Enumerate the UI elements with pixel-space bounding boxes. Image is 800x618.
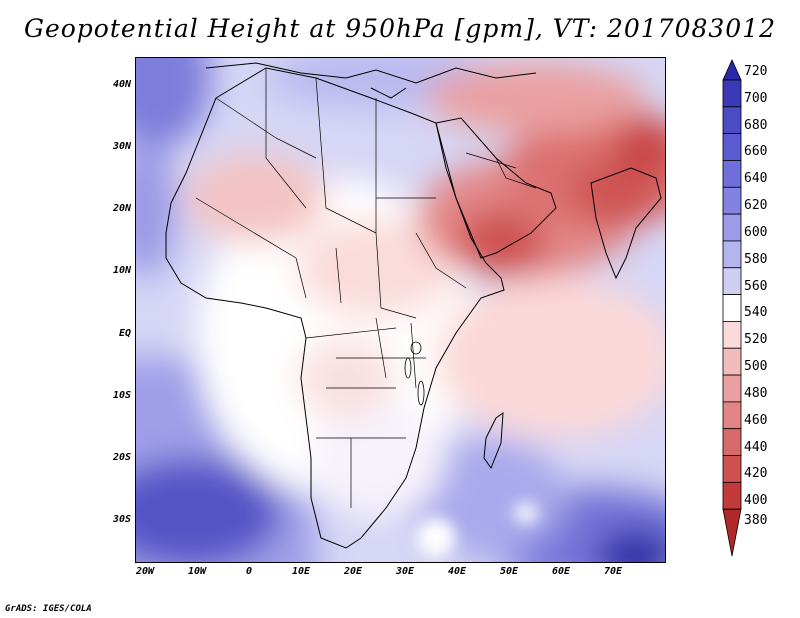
country-borders bbox=[195, 68, 537, 508]
colorbar-level-label: 700 bbox=[744, 90, 768, 106]
colorbar-box bbox=[722, 321, 742, 349]
lon-label-0: 0 bbox=[245, 566, 253, 577]
colorbar-box bbox=[722, 347, 742, 376]
lon-label-20w: 20W bbox=[135, 566, 155, 577]
colorbar-box bbox=[722, 374, 742, 403]
lon-label-20e: 20E bbox=[343, 566, 363, 577]
coastlines bbox=[165, 62, 662, 549]
colorbar-level-label: 520 bbox=[744, 332, 768, 348]
colorbar-box bbox=[722, 294, 742, 322]
colorbar-level-label: 480 bbox=[744, 385, 768, 401]
lon-label-10e: 10E bbox=[291, 566, 311, 577]
colorbar-level-label: 640 bbox=[744, 171, 768, 187]
colorbar-box bbox=[722, 401, 742, 430]
colorbar-level-label: 540 bbox=[744, 305, 768, 321]
colorbar-level-label: 680 bbox=[744, 117, 768, 133]
colorbar-level-label: 580 bbox=[744, 251, 768, 267]
colorbar-box bbox=[722, 186, 742, 215]
colorbar-level-label: 400 bbox=[744, 493, 768, 509]
lon-label-40e: 40E bbox=[447, 566, 467, 577]
lat-label-40n: 40N bbox=[112, 79, 131, 90]
lat-label-20n: 20N bbox=[112, 203, 131, 214]
colorbar-level-label: 460 bbox=[744, 412, 768, 428]
colorbar-level-label: 440 bbox=[744, 439, 768, 455]
height-field bbox=[136, 58, 665, 562]
colorbar-box bbox=[722, 240, 742, 269]
colorbar-box bbox=[722, 428, 742, 456]
colorbar-level-label: 560 bbox=[744, 278, 768, 294]
lat-label-10n: 10N bbox=[112, 265, 131, 276]
colorbar-triangle-bottom bbox=[722, 508, 742, 557]
colorbar-box bbox=[722, 213, 742, 242]
colorbar bbox=[722, 59, 742, 557]
lat-label-30n: 30N bbox=[112, 141, 131, 152]
lon-label-70e: 70E bbox=[603, 566, 623, 577]
colorbar-triangle-top bbox=[722, 59, 742, 81]
lakes bbox=[404, 341, 425, 406]
colorbar-level-label: 420 bbox=[744, 466, 768, 482]
credit-label: GrADS: IGES/COLA bbox=[5, 604, 92, 614]
map-title: Geopotential Height at 950hPa [gpm], VT:… bbox=[23, 14, 777, 43]
lat-label-eq: EQ bbox=[118, 328, 131, 339]
lon-label-30e: 30E bbox=[395, 566, 415, 577]
colorbar-box bbox=[722, 79, 742, 108]
colorbar-box bbox=[722, 455, 742, 483]
colorbar-level-label: 380 bbox=[744, 513, 768, 529]
colorbar-level-label: 600 bbox=[744, 224, 768, 240]
colorbar-box bbox=[722, 160, 742, 188]
colorbar-level-label: 500 bbox=[744, 359, 768, 375]
colorbar-box bbox=[722, 481, 742, 510]
lat-label-30s: 30S bbox=[112, 514, 131, 525]
lon-label-50e: 50E bbox=[499, 566, 519, 577]
lon-label-10w: 10W bbox=[187, 566, 207, 577]
map-panel bbox=[135, 57, 666, 563]
colorbar-level-label: 720 bbox=[744, 64, 768, 79]
colorbar-box bbox=[722, 133, 742, 161]
colorbar-box bbox=[722, 106, 742, 135]
colorbar-box bbox=[722, 267, 742, 295]
lat-label-10s: 10S bbox=[112, 390, 131, 401]
lon-label-60e: 60E bbox=[551, 566, 571, 577]
colorbar-level-label: 660 bbox=[744, 144, 768, 160]
lat-label-20s: 20S bbox=[112, 452, 131, 463]
colorbar-level-label: 620 bbox=[744, 198, 768, 214]
